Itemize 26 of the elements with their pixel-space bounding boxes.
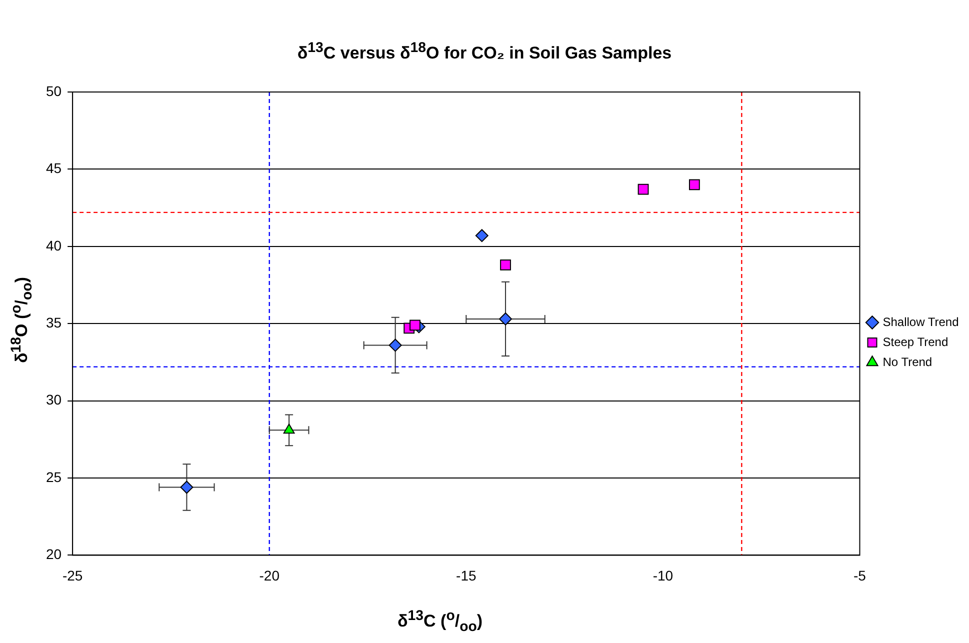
legend-label: Steep Trend	[882, 334, 948, 349]
x-tick-label: -15	[456, 567, 476, 584]
point	[638, 184, 649, 195]
y-tick-label: 30	[46, 392, 62, 408]
chart-title: δ$^{13}$C versus δ$^{18}$O for CO₂ in Soil Gas Samples	[296, 40, 673, 64]
x-tick-label: -5	[854, 567, 866, 584]
y-tick-label: 35	[46, 314, 62, 330]
point	[283, 424, 295, 434]
x-tick-label: -20	[259, 567, 280, 584]
point	[500, 259, 511, 270]
point	[388, 338, 402, 352]
point	[688, 179, 700, 190]
legend-label: No Trend	[882, 354, 932, 369]
y-tick-label: 50	[46, 82, 62, 99]
y-tick-label: 45	[46, 160, 62, 176]
x-axis-title: δ$^{13}$C ($^{o}$/$_{oo}$)	[396, 608, 484, 635]
point	[410, 320, 420, 331]
point	[180, 480, 194, 494]
point	[499, 312, 512, 326]
x-tick-label: -25	[62, 567, 83, 584]
x-tick-label: -10	[652, 567, 674, 584]
legend-label: Shallow Trend	[882, 314, 959, 329]
y-tick-label: 20	[46, 546, 62, 562]
point	[475, 229, 488, 242]
y-tick-label: 25	[46, 468, 62, 485]
y-tick-label: 40	[46, 237, 62, 254]
